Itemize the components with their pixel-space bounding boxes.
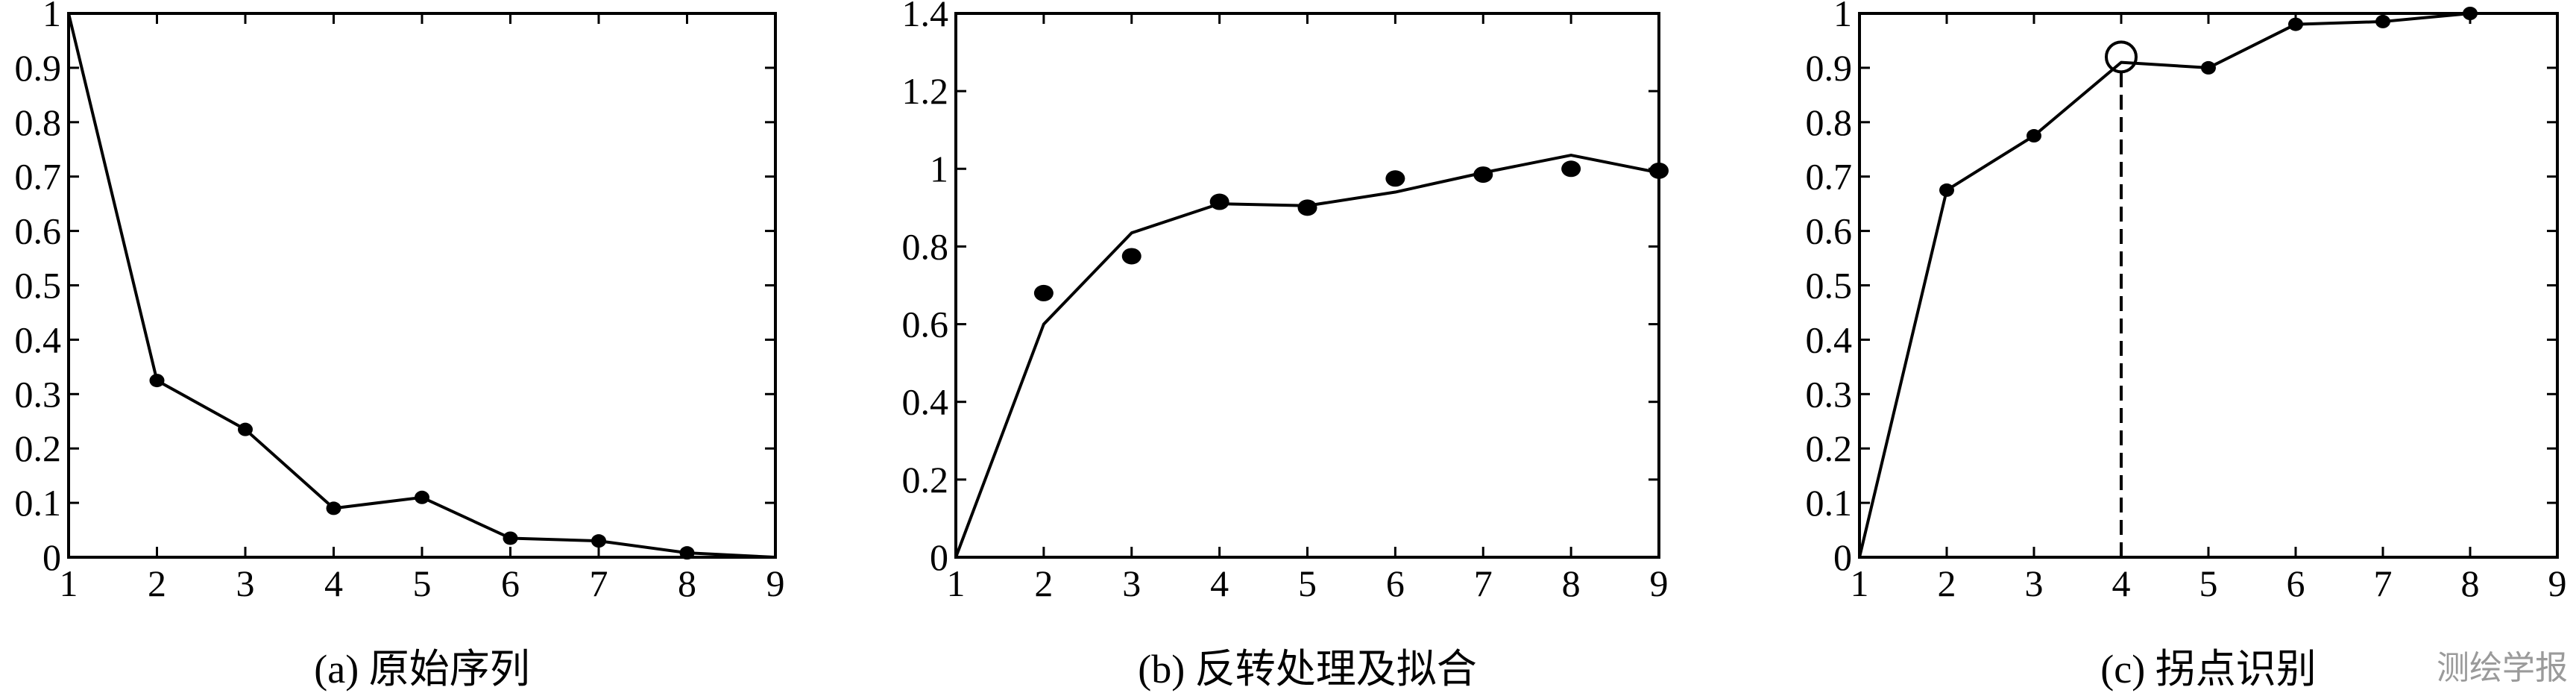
x-tick-label: 8 <box>1562 562 1581 604</box>
plot-frame <box>1858 12 2559 559</box>
y-tick-label: 0.3 <box>1806 373 1853 415</box>
scatter-point <box>1209 193 1229 210</box>
y-tick-label: 0.1 <box>1806 482 1853 524</box>
data-point <box>2027 129 2041 143</box>
x-tick-label: 4 <box>324 562 343 604</box>
scatter-point <box>1649 162 1669 179</box>
y-tick-label: 0.8 <box>15 101 62 143</box>
y-tick-label: 1.4 <box>902 0 949 34</box>
scatter-point <box>1297 199 1317 216</box>
y-tick-label: 0.7 <box>15 156 62 198</box>
scatter-point <box>1121 248 1141 265</box>
y-tick-label: 0.2 <box>1806 427 1853 469</box>
data-point <box>415 490 429 504</box>
scatter-point <box>1473 166 1493 184</box>
y-tick-label: 0.6 <box>902 304 949 345</box>
plot-frame <box>954 12 1660 559</box>
y-tick-label: 1 <box>1833 0 1852 34</box>
y-tick-label: 0.4 <box>1806 319 1853 360</box>
x-tick-label: 2 <box>1034 562 1053 604</box>
y-tick-label: 0 <box>1833 536 1852 578</box>
x-tick-label: 1 <box>60 562 78 604</box>
x-tick-label: 9 <box>2548 562 2567 604</box>
y-tick-label: 1 <box>42 0 61 34</box>
data-point <box>326 501 341 515</box>
x-tick-label: 4 <box>1210 562 1229 604</box>
x-tick-label: 3 <box>1122 562 1141 604</box>
watermark-text: 测绘学报 <box>2437 649 2568 687</box>
y-tick-label: 0.4 <box>15 319 62 360</box>
x-tick-label: 7 <box>2374 562 2393 604</box>
x-tick-label: 6 <box>501 562 520 604</box>
data-point <box>149 374 165 388</box>
x-tick-label: 7 <box>1474 562 1493 604</box>
scatter-point <box>1385 170 1405 187</box>
scatter-point <box>1561 160 1581 178</box>
x-tick-label: 2 <box>1938 562 1956 604</box>
y-tick-label: 0 <box>930 536 948 578</box>
x-tick-label: 3 <box>2025 562 2044 604</box>
panel-caption: (c) 拐点识别 <box>2100 647 2316 692</box>
panel-caption: (a) 原始序列 <box>314 647 529 692</box>
x-tick-label: 1 <box>1851 562 1869 604</box>
data-point <box>2463 7 2478 20</box>
x-tick-label: 3 <box>236 562 255 604</box>
data-point <box>679 546 695 560</box>
y-tick-label: 1 <box>930 148 948 189</box>
x-tick-label: 8 <box>2461 562 2480 604</box>
y-tick-label: 0 <box>42 536 61 578</box>
x-tick-label: 9 <box>1650 562 1669 604</box>
x-tick-label: 6 <box>2287 562 2305 604</box>
y-tick-label: 1.2 <box>902 70 949 112</box>
y-tick-label: 0.9 <box>15 47 62 89</box>
x-tick-label: 8 <box>678 562 696 604</box>
series-line <box>1858 12 2471 558</box>
y-tick-label: 0.2 <box>15 427 62 469</box>
y-tick-label: 0.6 <box>1806 210 1853 252</box>
plot-frame <box>67 12 777 559</box>
scatter-point <box>1033 284 1054 301</box>
y-tick-label: 0.3 <box>15 373 62 415</box>
y-tick-label: 0.7 <box>1806 156 1853 198</box>
x-tick-label: 2 <box>148 562 166 604</box>
x-tick-label: 4 <box>2112 562 2131 604</box>
inflection-point-circle <box>2105 40 2138 74</box>
y-tick-label: 0.2 <box>902 459 949 501</box>
x-tick-label: 9 <box>766 562 785 604</box>
x-tick-label: 7 <box>590 562 608 604</box>
chart-panel-2: 1 2 3 4 5 6 7 8 9 0 0.2 0.4 0.6 0.8 1 1.2 1.4 (b) 反转处理及拟合 <box>902 0 1669 692</box>
y-tick-label: 0.1 <box>15 482 62 524</box>
chart-panel-3: 1 2 3 4 5 6 7 8 9 0 0.1 0.2 0.3 0.4 0.5 0.6 0.7 0.8 0.9 1 (c… <box>1806 0 2567 692</box>
data-point <box>1939 183 1954 197</box>
data-point <box>503 531 518 545</box>
y-tick-label: 0.8 <box>1806 101 1853 143</box>
y-tick-label: 0.6 <box>15 210 62 252</box>
data-point <box>238 422 253 436</box>
panel-caption: (b) 反转处理及拟合 <box>1138 647 1476 692</box>
x-tick-label: 5 <box>413 562 432 604</box>
x-tick-label: 5 <box>1298 562 1317 604</box>
chart-panel-1: 1 2 3 4 5 6 7 8 9 0 0.1 0.2 0.3 0.4 0.5 0.6 0.7 0.8 0.9 1 (a… <box>15 0 785 692</box>
data-point <box>2201 60 2216 75</box>
y-tick-label: 0.9 <box>1806 47 1853 89</box>
y-tick-label: 0.5 <box>1806 265 1853 307</box>
y-tick-label: 0.4 <box>902 381 949 423</box>
y-tick-label: 0.5 <box>15 265 62 307</box>
y-tick-label: 0.8 <box>902 225 949 267</box>
data-point <box>2288 17 2303 31</box>
x-tick-label: 5 <box>2199 562 2218 604</box>
x-tick-label: 1 <box>947 562 966 604</box>
x-tick-label: 6 <box>1386 562 1405 604</box>
data-point <box>591 534 606 548</box>
data-point <box>2375 14 2390 28</box>
series-line <box>67 13 776 559</box>
